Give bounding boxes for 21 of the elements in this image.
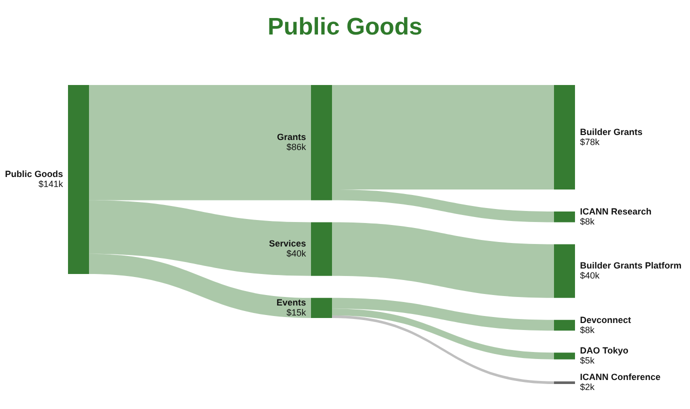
data-label: $15k xyxy=(286,307,306,318)
category-label: ICANN Conference xyxy=(580,372,661,382)
data-label: $78k xyxy=(580,136,600,147)
category-label: Public Goods xyxy=(4,169,63,179)
category-label: DAO Tokyo xyxy=(580,345,629,356)
data-label: $5k xyxy=(580,355,596,366)
data-label: $40k xyxy=(286,248,306,259)
category-label: Grants xyxy=(276,132,306,142)
category-label: Devconnect xyxy=(580,314,632,325)
category-label: Services xyxy=(268,238,306,249)
data-label: $86k xyxy=(286,142,306,152)
category-label: Builder Grants Platform xyxy=(580,260,682,271)
category-label: ICANN Research xyxy=(580,206,652,216)
data-label: $8k xyxy=(580,324,596,335)
data-label: $2k xyxy=(580,382,596,392)
category-label: Events xyxy=(276,297,306,308)
data-label: $8k xyxy=(580,216,596,226)
data-label: $40k xyxy=(580,270,600,281)
category-label: Builder Grants xyxy=(580,126,643,137)
text: Public Goods xyxy=(268,14,422,40)
data-label: $141k xyxy=(38,179,64,189)
